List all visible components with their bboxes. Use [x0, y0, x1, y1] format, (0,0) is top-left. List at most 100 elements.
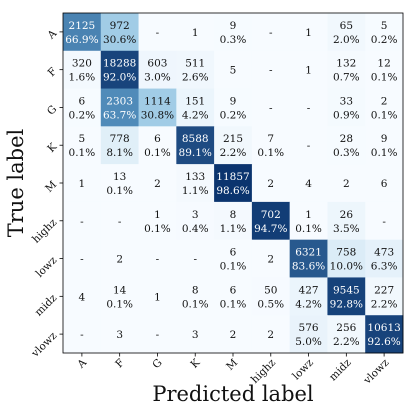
heatmap-cell — [100, 239, 139, 278]
cell-count-label: 151 — [185, 95, 205, 107]
heatmap-cell — [176, 201, 215, 241]
cell-count-label: 778 — [110, 133, 130, 145]
cell-percent-label: 0.1% — [182, 298, 209, 310]
heatmap-cell — [365, 277, 404, 316]
cell-count-label: 2125 — [69, 20, 96, 32]
cell-count-label: - — [156, 254, 160, 266]
heatmap-cell — [214, 126, 253, 165]
heatmap-cell — [365, 164, 404, 203]
cell-percent-label: 0.7% — [333, 72, 360, 84]
cell-count-label: 65 — [340, 20, 353, 32]
heatmap-cell — [176, 239, 215, 278]
heatmap-cell — [176, 88, 215, 127]
cell-count-label: 5 — [79, 133, 86, 145]
heatmap-cell — [327, 239, 366, 278]
heatmap-cell — [63, 13, 102, 52]
heatmap-cell — [214, 50, 253, 89]
cell-percent-label: 5.0% — [295, 336, 322, 348]
x-tick-label: vlowz — [361, 356, 392, 387]
heatmap-cell — [365, 126, 404, 165]
x-tick-label: K — [188, 357, 202, 371]
heatmap-cell — [289, 315, 328, 354]
cell-percent-label: 0.1% — [144, 223, 171, 235]
cell-count-label: - — [118, 216, 122, 228]
heatmap-cell — [138, 88, 177, 127]
heatmap-cell — [289, 50, 328, 89]
cell-percent-label: 2.2% — [371, 298, 398, 310]
cell-percent-label: 94.7% — [254, 223, 287, 235]
cell-count-label: 1114 — [144, 95, 171, 107]
cell-count-label: - — [193, 254, 197, 266]
cell-percent-label: 92.8% — [330, 298, 363, 310]
heatmap-cell — [100, 13, 139, 52]
heatmap-cell — [289, 277, 328, 316]
heatmap-cell — [138, 164, 177, 203]
heatmap-cell — [289, 13, 328, 52]
x-tick-label: M — [224, 357, 240, 373]
y-axis-label: True label — [4, 128, 28, 237]
cell-count-label: - — [80, 254, 84, 266]
cell-percent-label: 0.1% — [220, 261, 247, 273]
heatmap-cell — [365, 201, 404, 241]
cell-count-label: 13 — [113, 171, 126, 183]
cell-percent-label: 98.6% — [216, 185, 249, 197]
heatmap-cell — [138, 239, 177, 278]
heatmap-cell — [289, 164, 328, 203]
cell-count-label: 215 — [223, 133, 243, 145]
heatmap-cell — [327, 13, 366, 52]
cell-count-label: 256 — [336, 322, 356, 334]
cell-count-label: - — [307, 102, 311, 114]
heatmap-cell — [327, 277, 366, 316]
heatmap-cell — [251, 201, 291, 241]
cell-count-label: 1 — [79, 178, 86, 190]
cell-count-label: 133 — [185, 171, 205, 183]
y-tick-label: F — [46, 65, 60, 79]
cell-percent-label: 0.2% — [371, 34, 398, 46]
heatmap-cell — [365, 13, 404, 52]
cell-count-label: 9 — [381, 133, 388, 145]
cell-count-label: 6 — [230, 284, 237, 296]
cell-percent-label: 92.0% — [103, 72, 136, 84]
cell-count-label: 2303 — [106, 95, 133, 107]
cell-count-label: - — [382, 216, 386, 228]
y-tick-label: K — [45, 141, 59, 155]
cell-count-label: 50 — [264, 284, 277, 296]
x-tick-label: G — [150, 357, 164, 371]
cell-percent-label: 0.2% — [220, 109, 247, 121]
cell-count-label: 9 — [230, 95, 237, 107]
cell-count-label: 320 — [72, 58, 92, 70]
cell-percent-label: 2.6% — [182, 72, 209, 84]
cell-count-label: 4 — [79, 291, 86, 303]
cell-count-label: 972 — [110, 20, 130, 32]
cell-count-label: 6 — [381, 178, 388, 190]
heatmap-cell — [138, 315, 177, 354]
heatmap-cell — [214, 277, 253, 316]
cell-percent-label: 0.3% — [333, 147, 360, 159]
cell-count-label: 702 — [261, 209, 281, 221]
heatmap-cell — [289, 201, 328, 241]
heatmap-cell — [100, 315, 139, 354]
cell-count-label: 576 — [299, 322, 319, 334]
heatmap-cell — [251, 126, 291, 165]
cell-percent-label: 4.2% — [295, 298, 322, 310]
cell-percent-label: 92.6% — [367, 336, 400, 348]
heatmap-cell — [176, 50, 215, 89]
heatmap-cell — [214, 164, 253, 203]
x-tick-label: lowz — [290, 356, 316, 382]
cell-count-label: 28 — [340, 133, 353, 145]
cell-count-label: 12 — [377, 58, 390, 70]
heatmap-cell — [63, 50, 102, 89]
heatmap-cell — [138, 201, 177, 241]
cell-percent-label: 2.2% — [220, 147, 247, 159]
cell-count-label: 5 — [230, 65, 237, 77]
cell-percent-label: 0.1% — [371, 147, 398, 159]
cell-count-label: 6321 — [295, 247, 322, 259]
heatmap-cell — [214, 315, 253, 354]
cell-count-label: 18288 — [103, 58, 136, 70]
cell-percent-label: 3.0% — [144, 72, 171, 84]
cell-percent-label: 0.1% — [106, 298, 133, 310]
cell-count-label: 9545 — [333, 284, 360, 296]
heatmap-cell — [100, 88, 139, 127]
